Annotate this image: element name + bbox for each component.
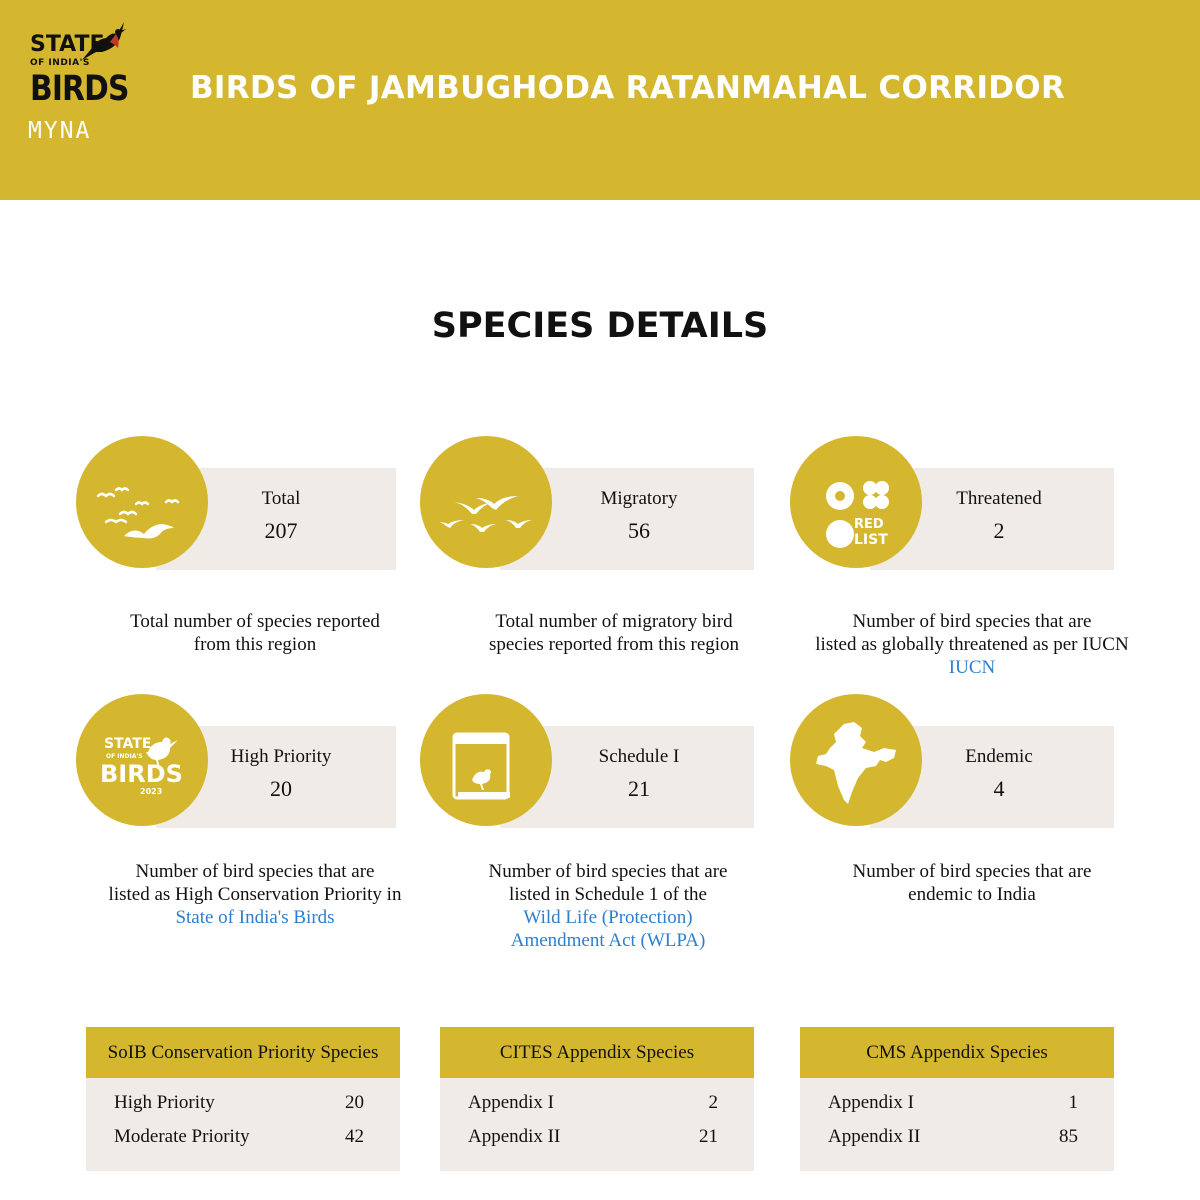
stat-card-high-priority: STATE OF INDIA'S BIRDS 2023 High Priorit… <box>76 688 406 828</box>
stat-value-schedule1: 21 <box>628 776 650 801</box>
stat-label-threatened: Threatened <box>956 488 1042 509</box>
table-row-value: 85 <box>1059 1126 1078 1147</box>
table-row-value: 20 <box>345 1092 364 1113</box>
stat-circle <box>76 436 208 568</box>
stat-card-total: Total 207 <box>76 430 406 570</box>
stat-desc-endemic: Number of bird species that are endemic … <box>792 860 1152 906</box>
logo-birds-text: BIRDS <box>30 69 129 109</box>
section-title: SPECIES DETAILS <box>431 306 769 346</box>
stat-value-migratory: 56 <box>628 518 650 543</box>
red-list-icon: RED LIST <box>826 481 889 548</box>
table-row-label: Appendix I <box>828 1092 915 1113</box>
stat-desc-line: Number of bird species that are <box>135 861 375 882</box>
soib-logo-icon: STATE OF INDIA'S BIRDS 2023 <box>100 736 183 796</box>
stat-label-endemic: Endemic <box>965 746 1033 767</box>
stat-desc-threatened: Number of bird species that are listed a… <box>792 610 1152 679</box>
table-body: High Priority 20 Moderate Priority 42 <box>86 1078 400 1171</box>
table-header: CMS Appendix Species <box>800 1027 1114 1078</box>
wlpa-link-line1[interactable]: Wild Life (Protection) <box>523 907 693 928</box>
stat-circle: STATE OF INDIA'S BIRDS 2023 <box>76 694 208 826</box>
flock-of-birds-icon <box>96 487 180 539</box>
stat-label-schedule1: Schedule I <box>598 746 680 767</box>
myna-logo[interactable]: STATE OF INDIA'S BIRDS MYNA <box>28 18 129 144</box>
stat-circle <box>420 436 552 568</box>
stat-label-migratory: Migratory <box>600 488 678 509</box>
stat-value-total: 207 <box>264 518 298 543</box>
stat-desc-line: Total number of migratory bird <box>495 611 733 632</box>
stat-label-high-priority: High Priority <box>230 746 332 767</box>
table-row-label: Appendix I <box>468 1092 555 1113</box>
table-row-label: Appendix II <box>468 1126 561 1147</box>
stat-card-migratory: Migratory 56 <box>420 430 754 570</box>
stat-desc-line: listed in Schedule 1 of the <box>509 884 707 905</box>
soib-icon-year: 2023 <box>140 787 162 796</box>
stat-desc-line: Number of bird species that are <box>488 861 728 882</box>
table-body: Appendix I 2 Appendix II 21 <box>440 1078 754 1171</box>
stat-circle: RED LIST <box>790 436 922 568</box>
cms-appendix-table: CMS Appendix Species Appendix I 1 Append… <box>800 1027 1114 1171</box>
table-header: SoIB Conservation Priority Species <box>86 1027 400 1078</box>
page-title: BIRDS OF JAMBUGHODA RATANMAHAL CORRIDOR <box>190 70 1066 106</box>
stat-label-total: Total <box>261 488 301 509</box>
stat-circle <box>420 694 552 826</box>
logo-myna-text: MYNA <box>28 118 92 144</box>
stat-desc-line: endemic to India <box>908 884 1036 905</box>
table-header: CITES Appendix Species <box>440 1027 754 1078</box>
stat-desc-line: listed as globally threatened as per IUC… <box>815 634 1129 655</box>
stat-card-schedule1: Schedule I 21 <box>420 688 754 828</box>
table-row-value: 42 <box>345 1126 364 1147</box>
soib-icon-ofindias: OF INDIA'S <box>106 753 143 760</box>
logo-state-text: STATE <box>30 32 105 57</box>
stat-desc-migratory: Total number of migratory bird species r… <box>434 610 794 656</box>
stat-desc-line: Total number of species reported <box>130 611 380 632</box>
stat-desc-line: species reported from this region <box>488 634 740 655</box>
red-list-text-red: RED <box>854 517 884 532</box>
cites-appendix-table: CITES Appendix Species Appendix I 2 Appe… <box>440 1027 754 1171</box>
soib-link[interactable]: State of India's Birds <box>175 907 335 928</box>
red-list-text-list: LIST <box>854 532 888 548</box>
stat-desc-line: from this region <box>193 634 317 655</box>
soib-icon-state: STATE <box>104 736 151 752</box>
stat-value-high-priority: 20 <box>270 776 292 801</box>
stat-desc-line: Number of bird species that are <box>852 861 1092 882</box>
table-row-label: Moderate Priority <box>114 1126 250 1147</box>
soib-icon-birds: BIRDS <box>100 760 183 788</box>
magpie-robin-logo-icon <box>82 22 126 60</box>
table-row-value: 2 <box>708 1092 719 1113</box>
stat-card-threatened: RED LIST Threatened 2 <box>790 430 1120 570</box>
stat-value-threatened: 2 <box>993 518 1005 543</box>
table-row-value: 1 <box>1068 1092 1079 1113</box>
stat-card-endemic: Endemic 4 <box>790 688 1120 828</box>
wlpa-link-line2[interactable]: Amendment Act (WLPA) <box>510 930 706 951</box>
table-body: Appendix I 1 Appendix II 85 <box>800 1078 1114 1171</box>
table-row-value: 21 <box>699 1126 718 1147</box>
stat-desc-line: listed as High Conservation Priority in <box>108 884 402 905</box>
stat-desc-high-priority: Number of bird species that are listed a… <box>75 860 435 929</box>
india-map-icon <box>816 722 896 804</box>
stat-desc-schedule1: Number of bird species that are listed i… <box>428 860 788 952</box>
iucn-link[interactable]: IUCN <box>948 657 996 678</box>
soib-priority-table: SoIB Conservation Priority Species High … <box>86 1027 400 1171</box>
logo-of-indias-text: OF INDIA'S <box>30 58 90 68</box>
stat-desc-total: Total number of species reported from th… <box>75 610 435 656</box>
table-row-label: Appendix II <box>828 1126 921 1147</box>
stat-desc-line: Number of bird species that are <box>852 611 1092 632</box>
stat-circle <box>790 694 922 826</box>
table-row-label: High Priority <box>114 1092 215 1113</box>
header-banner: STATE OF INDIA'S BIRDS MYNA BIRDS OF JAM… <box>0 0 1200 200</box>
book-bird-icon <box>452 732 510 800</box>
stat-value-endemic: 4 <box>993 776 1005 801</box>
migrating-birds-icon <box>438 496 532 532</box>
